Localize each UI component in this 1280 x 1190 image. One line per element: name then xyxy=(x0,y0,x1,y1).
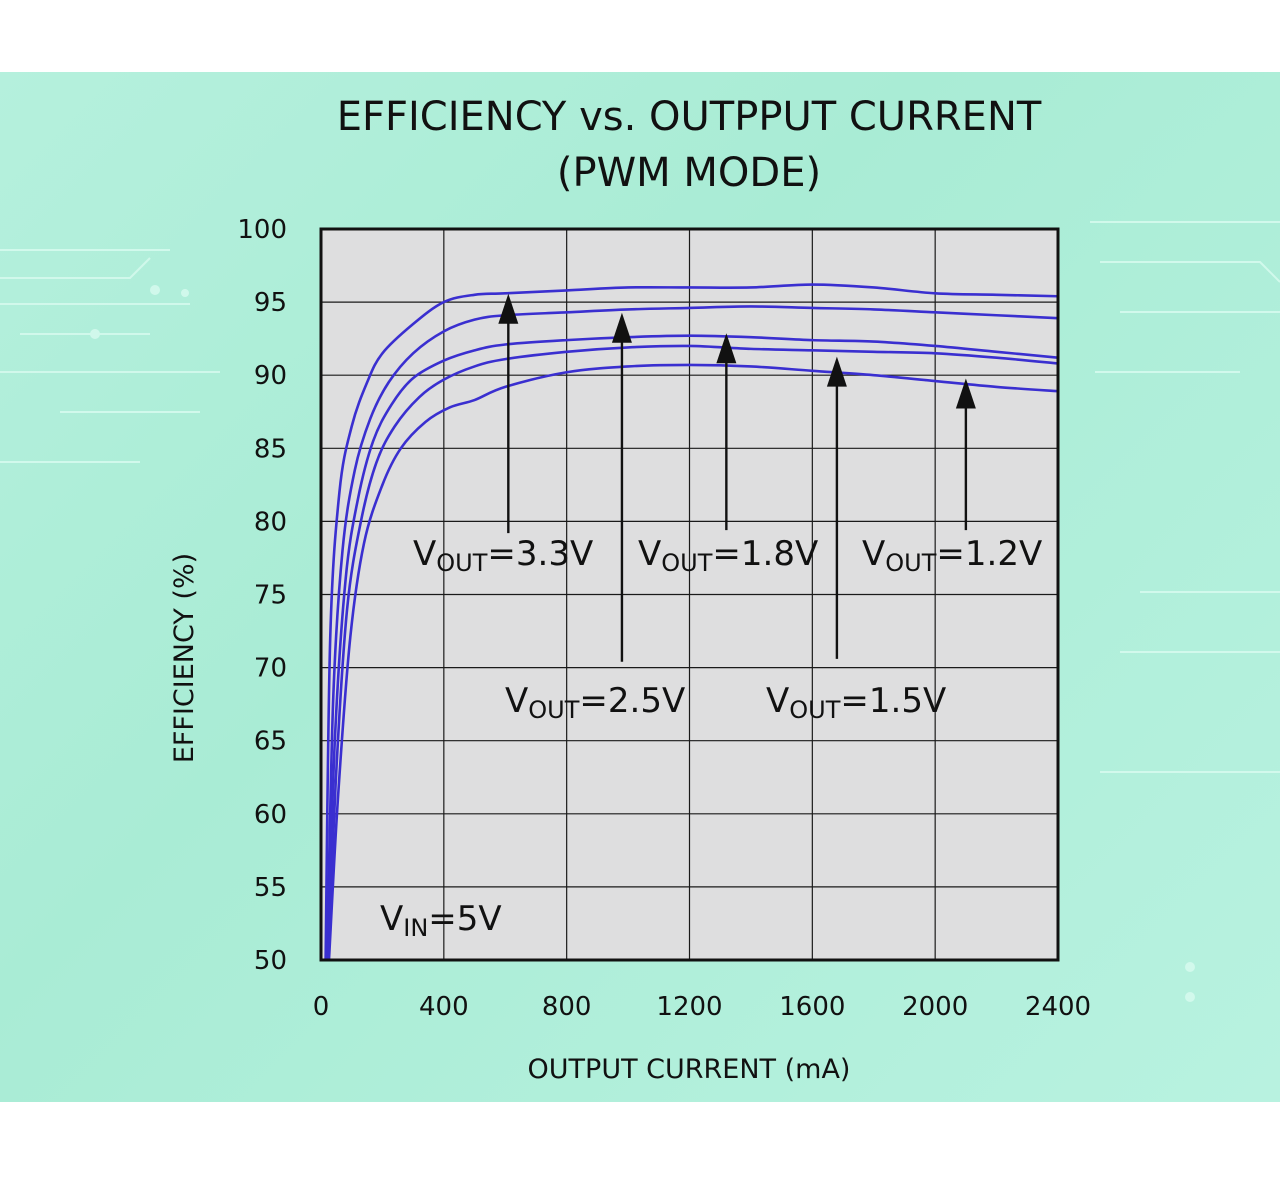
grid xyxy=(321,229,1058,960)
series-line xyxy=(326,334,1059,961)
annotation-arrowhead xyxy=(611,312,632,343)
series-line xyxy=(324,283,1059,961)
annotation-arrowhead xyxy=(955,378,976,409)
annotation-arrowhead xyxy=(716,333,737,364)
chart-subtitle: (PWM MODE) xyxy=(557,150,821,196)
series-group xyxy=(324,283,1059,961)
y-tick-label: 60 xyxy=(254,800,287,830)
x-tick-label: 400 xyxy=(419,992,469,1022)
x-tick-label: 1200 xyxy=(656,992,722,1022)
y-tick-label: 55 xyxy=(254,873,287,903)
annotation-group: VOUT=3.3V VOUT=2.5V VOUT=1.8V VOUT=1.5V VOUT… xyxy=(380,293,1042,942)
y-tick-label: 100 xyxy=(237,215,287,245)
plot-frame xyxy=(319,227,1060,962)
annotation-label: VOUT=1.8V xyxy=(638,534,818,577)
x-axis-label: OUTPUT CURRENT (mA) xyxy=(528,1054,851,1085)
y-tick-label: 95 xyxy=(254,288,287,318)
annotation-label: VOUT=2.5V xyxy=(505,681,685,724)
y-tick-label: 85 xyxy=(254,434,287,464)
x-tick-label: 800 xyxy=(542,992,592,1022)
x-tick-labels: 0 400 800 1200 1600 2000 2400 xyxy=(313,992,1091,1022)
x-tick-label: 2000 xyxy=(902,992,968,1022)
annotation-arrowhead xyxy=(826,356,847,387)
y-tick-label: 90 xyxy=(254,361,287,391)
chart-panel: EFFICIENCY vs. OUTPPUT CURRENT (PWM MODE… xyxy=(0,72,1280,1102)
chart-title: EFFICIENCY vs. OUTPPUT CURRENT xyxy=(337,94,1042,140)
y-tick-label: 70 xyxy=(254,654,287,684)
annotation-arrowhead xyxy=(498,293,519,324)
y-tick-label: 75 xyxy=(254,581,287,611)
annotation-label: VOUT=1.5V xyxy=(766,681,946,724)
annotation-label: VOUT=1.2V xyxy=(862,534,1042,577)
y-tick-label: 80 xyxy=(254,507,287,537)
efficiency-chart: EFFICIENCY vs. OUTPPUT CURRENT (PWM MODE… xyxy=(0,94,1280,1085)
series-line xyxy=(327,363,1059,961)
y-tick-labels: 100 95 90 85 80 75 70 65 60 55 50 xyxy=(237,215,287,976)
y-tick-label: 65 xyxy=(254,727,287,757)
background-traces xyxy=(0,221,1280,1002)
series-line xyxy=(327,344,1059,961)
y-tick-label: 50 xyxy=(254,946,287,976)
x-tick-label: 0 xyxy=(313,992,330,1022)
x-tick-label: 1600 xyxy=(779,992,845,1022)
vin-note: VIN=5V xyxy=(380,899,502,942)
x-tick-label: 2400 xyxy=(1025,992,1091,1022)
y-axis-label: EFFICIENCY (%) xyxy=(169,553,200,763)
series-line xyxy=(325,305,1059,961)
annotation-label: VOUT=3.3V xyxy=(413,534,593,577)
